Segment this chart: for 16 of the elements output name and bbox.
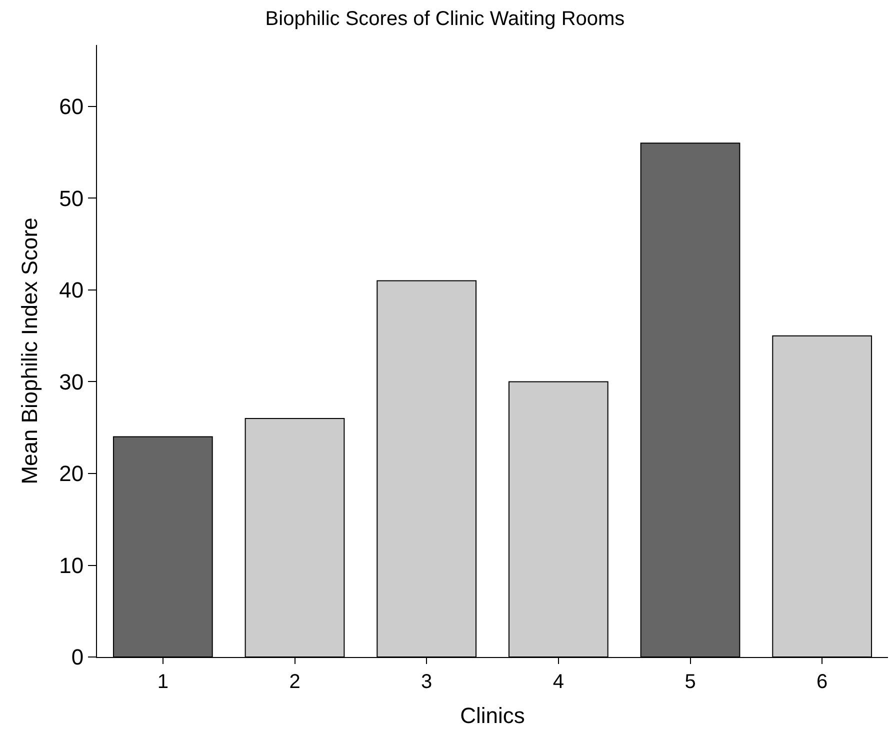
- x-tick-label: 1: [157, 671, 168, 693]
- y-tick-label: 50: [59, 186, 84, 211]
- y-tick-label: 60: [59, 94, 84, 120]
- x-tick-label: 2: [289, 671, 300, 693]
- x-tick-label: 5: [684, 671, 696, 693]
- x-tick-label: 4: [552, 671, 564, 693]
- y-tick-label: 0: [71, 644, 84, 670]
- y-tick-label: 30: [59, 369, 84, 394]
- x-axis-title: Clinics: [460, 702, 525, 728]
- y-axis-title: Mean Biophilic Index Score: [16, 218, 42, 484]
- chart-title: Biophilic Scores of Clinic Waiting Rooms: [265, 8, 625, 30]
- y-tick-label: 40: [59, 278, 84, 303]
- x-tick-label: 6: [816, 671, 828, 693]
- y-tick-label: 10: [59, 552, 84, 578]
- x-tick-label: 3: [421, 671, 432, 693]
- y-tick-label: 20: [59, 461, 84, 486]
